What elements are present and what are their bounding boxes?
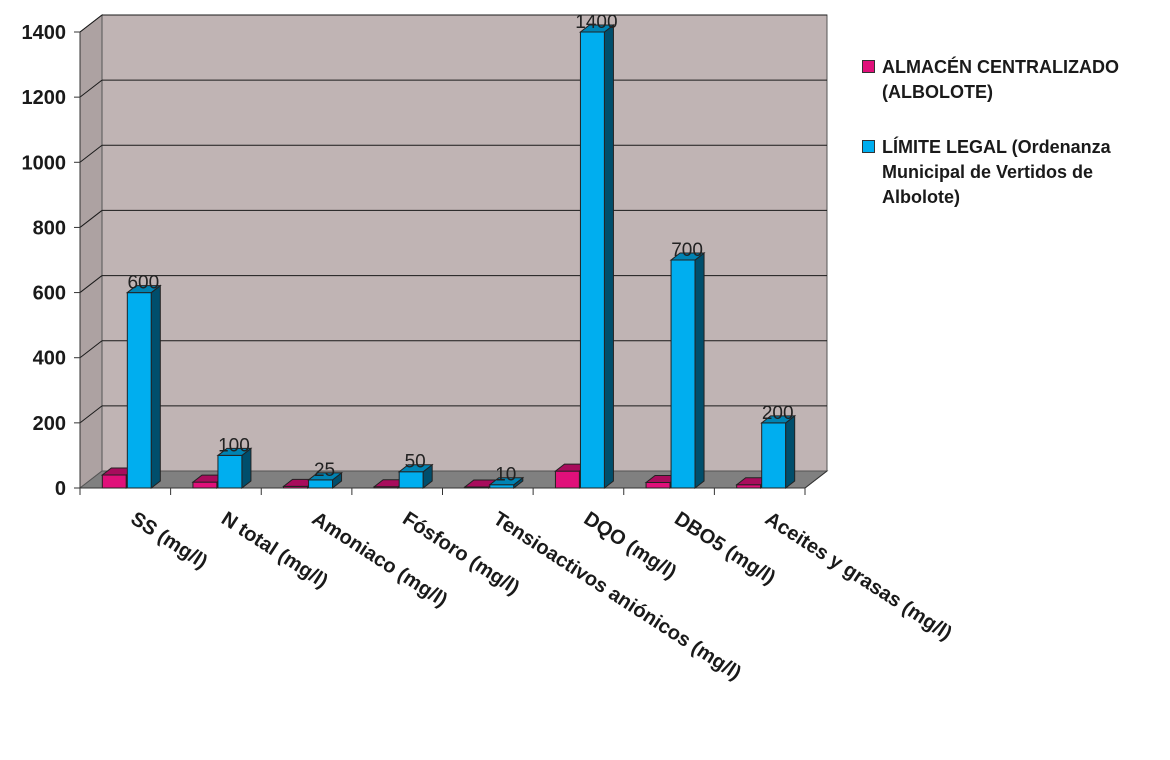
legend-item-almacen: ALMACÉN CENTRALIZADO (ALBOLOTE) [862, 55, 1162, 105]
data-label-7: 200 [762, 403, 794, 424]
bar-side [150, 284, 161, 490]
data-label-1: 100 [218, 435, 250, 456]
bar-front [670, 259, 696, 489]
y-tick-label-400: 400 [33, 348, 66, 370]
x-tick-label-0: SS (mg/l) [127, 508, 212, 574]
bar-top [397, 464, 434, 473]
x-tick-label-6: DBO5 (mg/l) [670, 508, 779, 589]
bar-limite-7 [760, 414, 797, 490]
gridline-side-1400 [79, 14, 103, 33]
bar-front [217, 454, 243, 489]
side-wall [79, 13, 103, 490]
bar-limite-2 [307, 471, 344, 490]
legend-label-almacen-line-1: ALMACÉN CENTRALIZADO [882, 57, 1119, 77]
bar-front [101, 474, 127, 489]
y-tick-label-1400: 1400 [22, 22, 67, 44]
bar-top [488, 477, 525, 486]
gridline-side-1000 [79, 144, 103, 163]
y-tick-label-600: 600 [33, 283, 66, 305]
y-tick-label-200: 200 [33, 413, 66, 435]
bar-limite-5 [578, 23, 615, 490]
bar-side [603, 23, 614, 490]
bar-front [645, 481, 671, 489]
legend-label-limite-line-3: Albolote) [882, 187, 960, 207]
legend-label-limite-line-1: LÍMITE LEGAL (Ordenanza [882, 137, 1111, 157]
data-label-0: 600 [127, 273, 159, 294]
legend-swatch-limite [862, 140, 875, 153]
bar-side [785, 414, 796, 490]
bar-front [554, 470, 580, 489]
data-label-3: 50 [405, 452, 426, 473]
data-label-6: 700 [671, 240, 703, 261]
gridline-side-600 [79, 275, 103, 293]
gridlines [79, 14, 827, 424]
legend-label-almacen-line-2: (ALBOLOTE) [882, 82, 993, 102]
bar-limite-4 [488, 476, 525, 490]
bar-front [579, 31, 605, 489]
bar-limite-6 [669, 251, 706, 490]
x-axis-depth-line [804, 470, 828, 489]
gridline-side-1200 [79, 79, 103, 98]
bars [100, 23, 797, 490]
legend-label-limite-line-2: Municipal de Vertidos de [882, 162, 1094, 182]
y-tick-label-800: 800 [33, 217, 66, 239]
bar-front [192, 481, 218, 489]
data-labels: 600 100 25 50 10 1400 700 200 [127, 12, 793, 486]
data-label-5: 1400 [575, 12, 617, 33]
bar-limite-0 [125, 284, 162, 490]
bar-limite-3 [397, 463, 434, 490]
data-label-4: 10 [495, 465, 516, 486]
bar-top [216, 447, 253, 456]
bar-top [578, 24, 615, 33]
bar-front [308, 479, 334, 489]
y-tick-label-1200: 1200 [22, 87, 67, 109]
bar-top [669, 252, 706, 261]
back-wall [101, 14, 828, 472]
x-axis: SS (mg/l) N total (mg/l)Amoniaco (mg/l)Fó… [79, 470, 956, 685]
bar-side [694, 251, 705, 490]
data-label-2: 25 [314, 460, 335, 481]
gridline-side-200 [79, 405, 103, 424]
gridline-side-800 [79, 210, 103, 228]
bar-front [398, 471, 424, 489]
bar-front [761, 422, 787, 489]
legend-swatch-almacen [862, 60, 875, 73]
bar-limite-1 [216, 447, 253, 490]
bar-top [125, 285, 162, 294]
bar-front [126, 292, 152, 489]
bar-top [307, 472, 344, 481]
y-axis: 0 200 400 600 800 1000 1200 1400 [22, 22, 81, 500]
x-tick-label-7: Aceites y grasas (mg/l) [761, 508, 956, 645]
legend-item-limite: LÍMITE LEGAL (Ordenanza Municipal de Ver… [862, 135, 1162, 210]
plot-area [78, 13, 829, 490]
y-tick-label-0: 0 [55, 478, 66, 500]
y-tick-label-1000: 1000 [22, 152, 67, 174]
floor [78, 470, 829, 489]
gridline-side-400 [79, 340, 103, 359]
bar-top [760, 415, 797, 424]
